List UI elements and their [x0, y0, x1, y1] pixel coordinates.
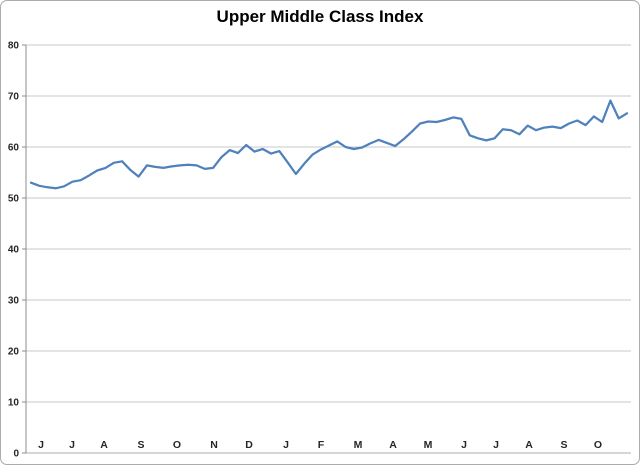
x-tick-label: J: [38, 439, 44, 451]
x-tick-label: A: [525, 439, 533, 451]
x-tick-label: S: [560, 439, 567, 451]
y-tick-label: 20: [8, 347, 20, 358]
x-tick-label: M: [354, 439, 363, 451]
chart-title: Upper Middle Class Index: [216, 7, 424, 26]
y-tick-label: 70: [8, 92, 20, 103]
data-line-upper-middle-class-index: [29, 99, 629, 190]
x-tick-label: J: [461, 439, 467, 451]
y-tick-label: 30: [8, 296, 20, 307]
x-tick-label: J: [283, 439, 289, 451]
y-tick-label: 80: [8, 41, 20, 52]
x-tick-label: F: [318, 439, 325, 451]
x-tick-label: A: [389, 439, 397, 451]
x-tick-label: O: [594, 439, 602, 451]
x-tick-label: J: [493, 439, 499, 451]
y-tick-label: 40: [8, 245, 20, 256]
x-tick-label: D: [245, 439, 253, 451]
x-tick-label: O: [173, 439, 181, 451]
x-tick-label: N: [210, 439, 218, 451]
y-tick-label: 0: [13, 449, 19, 460]
y-tick-label: 10: [8, 398, 20, 409]
x-tick-label: A: [100, 439, 108, 451]
x-tick-label: J: [69, 439, 75, 451]
y-tick-label: 50: [8, 194, 20, 205]
x-tick-label: S: [137, 439, 144, 451]
y-tick-label: 60: [8, 143, 20, 154]
x-tick-label: M: [424, 439, 433, 451]
